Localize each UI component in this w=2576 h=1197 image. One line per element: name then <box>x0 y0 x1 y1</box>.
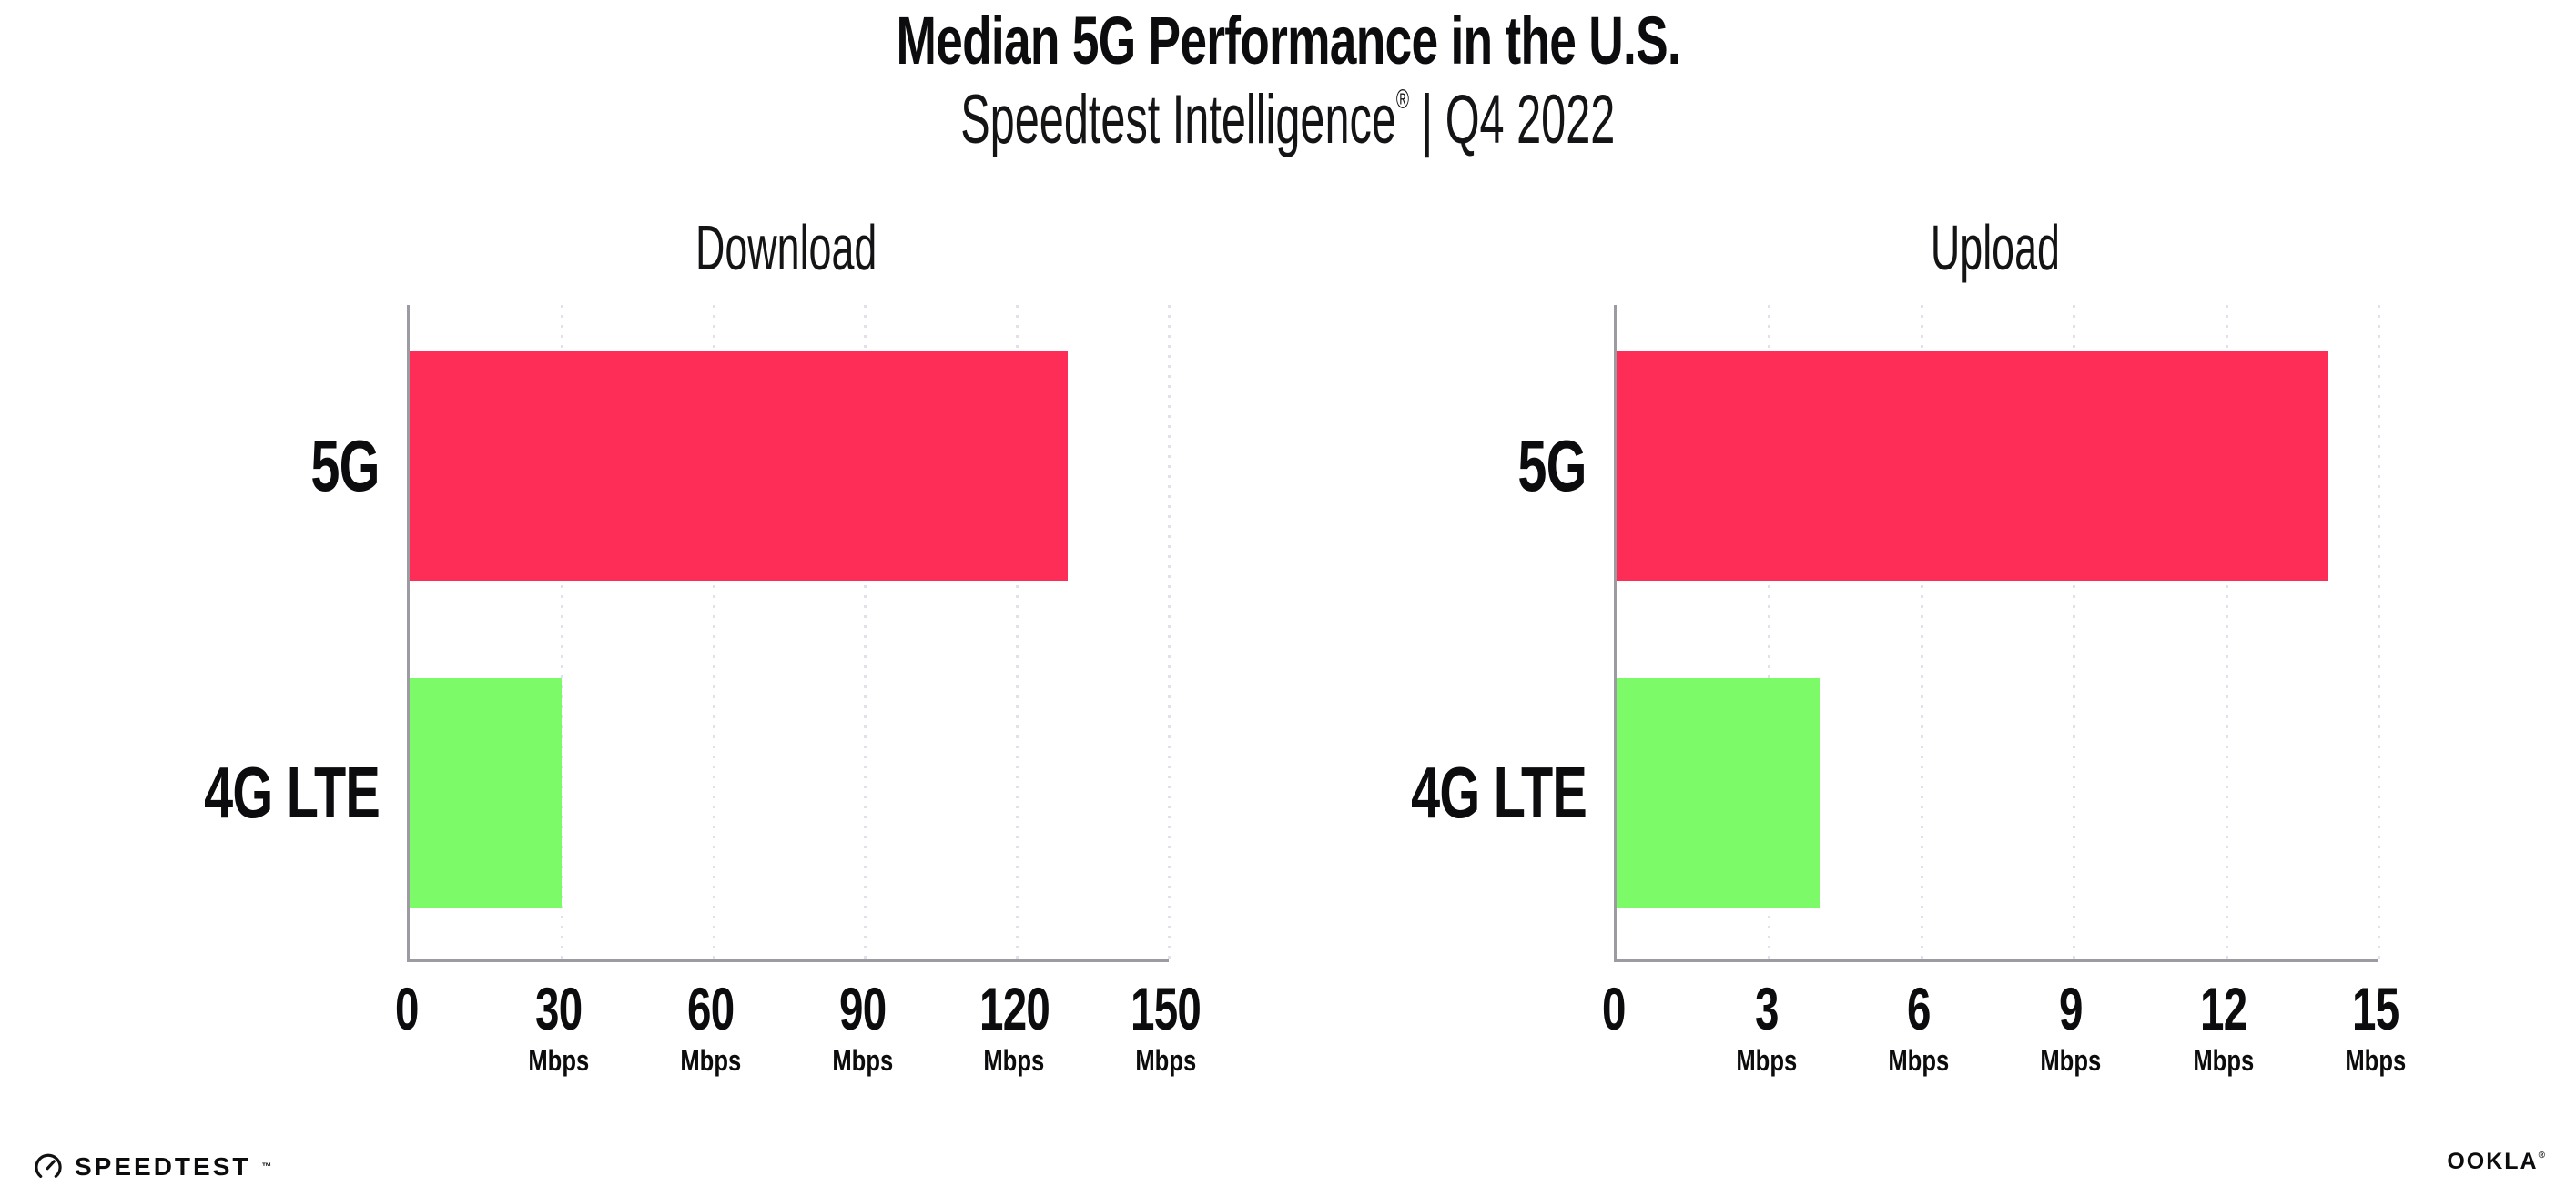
gridline-90-mbps <box>864 305 867 959</box>
speedtest-trademark: ™ <box>261 1161 272 1172</box>
gridline-9-mbps <box>2073 305 2076 959</box>
bar-5g-upload <box>1617 351 2328 581</box>
category-label-5g-upload: 5G <box>1517 425 1587 506</box>
bar-4g-lte-download <box>410 678 562 908</box>
speedtest-logo: SPEEDTEST ™ <box>33 1151 271 1182</box>
category-label-5g-download: 5G <box>310 425 380 506</box>
subtitle-period: | Q4 2022 <box>1409 81 1616 158</box>
category-label-4g-lte-download: 4G LTE <box>203 752 380 833</box>
subtitle-brand: Speedtest Intelligence <box>960 81 1397 158</box>
ookla-logo: OOKLA® <box>2447 1149 2547 1175</box>
download-chart-title: Download <box>695 212 877 283</box>
gridline-6-mbps <box>1920 305 1923 959</box>
page-subtitle: Speedtest Intelligence® | Q4 2022 <box>0 80 2576 159</box>
page-title-text: Median 5G Performance in the U.S. <box>896 3 1680 78</box>
registered-mark: ® <box>1396 85 1410 115</box>
ookla-registered-mark: ® <box>2538 1151 2547 1161</box>
x-tick-download-0: 0 <box>395 975 419 1042</box>
x-tick-download-60: 60 Mbps <box>680 975 742 1078</box>
upload-plot-area <box>1614 305 2380 962</box>
gridline-60-mbps <box>712 305 715 959</box>
gridline-3-mbps <box>1768 305 1771 959</box>
x-tick-upload-15: 15 Mbps <box>2345 975 2407 1078</box>
gridline-150-mbps <box>1168 305 1171 959</box>
speedometer-gauge-icon <box>35 1153 62 1179</box>
x-tick-download-30: 30 Mbps <box>528 975 590 1078</box>
x-tick-upload-6: 6 Mbps <box>1888 975 1950 1078</box>
gridline-12-mbps <box>2225 305 2228 959</box>
category-label-4g-lte-upload: 4G LTE <box>1410 752 1587 833</box>
x-tick-upload-0: 0 <box>1602 975 1626 1042</box>
gridline-120-mbps <box>1016 305 1019 959</box>
bar-4g-lte-upload <box>1617 678 1820 908</box>
page-title: Median 5G Performance in the U.S. <box>0 2 2576 79</box>
page-subtitle-text: Speedtest Intelligence® | Q4 2022 <box>960 80 1615 159</box>
x-tick-download-120: 120 Mbps <box>979 975 1050 1078</box>
x-tick-download-90: 90 Mbps <box>831 975 893 1078</box>
ookla-wordmark: OOKLA <box>2447 1149 2539 1174</box>
bar-5g-download <box>410 351 1068 581</box>
gridline-30-mbps <box>560 305 563 959</box>
x-tick-upload-9: 9 Mbps <box>2040 975 2102 1078</box>
x-tick-upload-12: 12 Mbps <box>2193 975 2255 1078</box>
x-tick-download-150: 150 Mbps <box>1131 975 1202 1078</box>
upload-chart-title: Upload <box>1930 212 2060 283</box>
x-tick-upload-3: 3 Mbps <box>1735 975 1797 1078</box>
gridline-15-mbps <box>2378 305 2380 959</box>
speedtest-wordmark: SPEEDTEST <box>75 1152 251 1181</box>
download-plot-area <box>407 305 1171 962</box>
